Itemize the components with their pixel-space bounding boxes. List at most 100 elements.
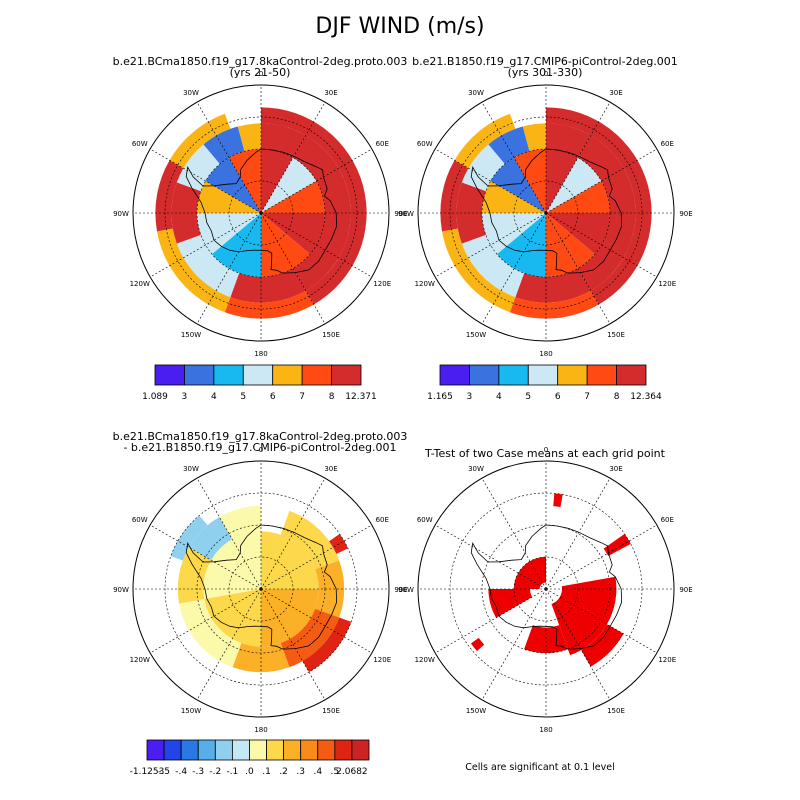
colorbar-3-swatch [231,739,250,761]
colorbar-1-swatch [213,364,244,386]
panel-1-cell-5 [261,213,311,277]
panel-3-lon-label: 120E [373,656,391,664]
colorbar-1-swatch [184,364,215,386]
panel-2-lon-label: 90W [398,210,414,218]
panel-3-cell-3 [204,589,261,647]
panel-1-cell-20 [261,107,367,305]
colorbar-1-swatch [331,364,362,386]
panel-4-cell-8 [470,637,485,652]
colorbar-3-label: -.1 [226,767,238,777]
panel-2-lon-label: 0 [544,70,548,78]
panel-1-lon-label: 30W [183,89,199,97]
panel-4-cell-5 [581,624,624,667]
panel-2-lon-label: 150W [466,331,486,339]
colorbar-1-swatch [242,364,274,386]
panel-1-meridian [260,101,326,214]
panel-1-title-line1: b.e21.BCma1850.f19_g17.8kaControl-2deg.p… [112,55,408,68]
panel-2-cell-16 [456,182,486,244]
panel-4-cell-4 [514,557,546,589]
panel-1-lon-label: 30E [324,89,337,97]
colorbar-1: 1.089 3 4 5 6 7 8 12.371 [142,364,377,402]
panel-1-cell-15 [176,234,240,298]
panel-3-title: b.e21.BCma1850.f19_g17.8kaControl-2deg.p… [100,431,420,453]
panel-3-meridian [260,588,326,701]
panel-2-lon-label: 60E [661,140,674,148]
panel-4-meridian [545,524,658,590]
colorbar-3-label: .1 [262,767,271,777]
colorbar-3-swatch [180,739,199,761]
panel-4-meridian [481,588,547,701]
colorbar-3-swatch [300,739,319,761]
panel-2-lon-label: 30E [609,89,622,97]
colorbar-1-label: 5 [240,392,246,402]
panel-1-cell-7 [197,213,261,255]
panel-3-meridian [196,588,262,701]
panel-2-lon-label: 150E [607,331,625,339]
colorbar-3-swatch [283,739,302,761]
panel-4-lon-label: 30E [609,465,622,473]
panel-1-lon-label: 90E [394,210,407,218]
panel-4-cells [470,493,631,667]
panel-4-meridian [545,588,611,701]
panel-1-cell-12 [293,135,351,213]
colorbar-2-label: 7 [584,392,590,402]
panel-2-lon-label: 120E [658,280,676,288]
panel-2-cell-6 [496,213,546,277]
colorbar-3-label: 2.0682 [336,767,368,777]
panel-1-cell-8 [197,181,261,213]
panel-1-cell-3 [261,181,325,213]
colorbar-3-label: .4 [313,767,322,777]
panel-2-boundary [417,84,675,342]
panel-4-lon-label: 30W [468,465,484,473]
panel-3-cell-13 [302,617,352,673]
colorbar-3-label: .0 [245,767,254,777]
panel-3-lon-label: 90W [113,586,129,594]
colorbar-1-label: 4 [211,392,217,402]
colorbar-3-label: .3 [296,767,305,777]
panel-3-lon-label: 30W [183,465,199,473]
panel-2-lon-label: 120W [415,280,435,288]
panel-1-cell-16 [171,182,201,244]
panel-1-lon-label: 0 [259,70,263,78]
panel-3-lon-label: 180 [254,726,267,734]
panel-4-lon-label: 90W [398,586,414,594]
colorbar-3-swatch [351,739,370,761]
panel-1-cell-1 [261,149,293,213]
panel-4-lon-label: 0 [544,446,548,454]
colorbar-1-label: 6 [270,392,276,402]
panel-1-cell-9 [205,157,261,213]
panel-2-meridian [545,148,658,214]
colorbar-2: 1.165 3 4 5 6 7 8 12.364 [427,364,662,402]
panel-3-meridian [260,477,326,590]
panel-4-lon-label: 60E [661,516,674,524]
panel-1-cell-24 [169,113,231,169]
colorbar-1-label: 7 [299,392,305,402]
panel-3-cell-2 [261,589,319,647]
colorbar-3-label: -1.1253 [130,767,165,777]
panel-3-coastline [185,524,338,650]
panel-2-meridian [545,101,611,214]
colorbar-2-swatch [557,364,588,386]
panel-1-meridian [260,212,373,278]
significance-note: Cells are significant at 0.1 level [465,762,615,773]
panel-3-title-line1: b.e21.BCma1850.f19_g17.8kaControl-2deg.p… [112,430,408,443]
panel-4-meridian [434,588,547,654]
panel-2-cell-1 [546,149,578,213]
panel-3-lon-label: 30E [324,465,337,473]
panel-2-meridian [545,212,658,278]
colorbar-2-label: 12.364 [630,392,662,402]
panel-2-lon-label: 90E [679,210,692,218]
panel-2-cell-21 [509,290,599,319]
panel-3-title-line2: - b.e21.B1850.f19_g17.CMIP6-piControl-2d… [123,441,397,454]
colorbar-1-label: 3 [182,392,188,402]
panel-1-lon-label: 120W [130,280,150,288]
panel-3-meridian [149,588,262,654]
panel-4-title: T-Test of two Case means at each grid po… [385,448,705,459]
panel-3-cell-15 [170,515,208,561]
panel-2-cell-7 [482,213,546,255]
panel-4-lon-label: 60W [417,516,433,524]
panel-4-lon-label: 120W [415,656,435,664]
panel-2-cell-23 [440,160,469,232]
panel-2-cell-24 [454,113,516,169]
panel-1-cell-10 [229,149,261,213]
